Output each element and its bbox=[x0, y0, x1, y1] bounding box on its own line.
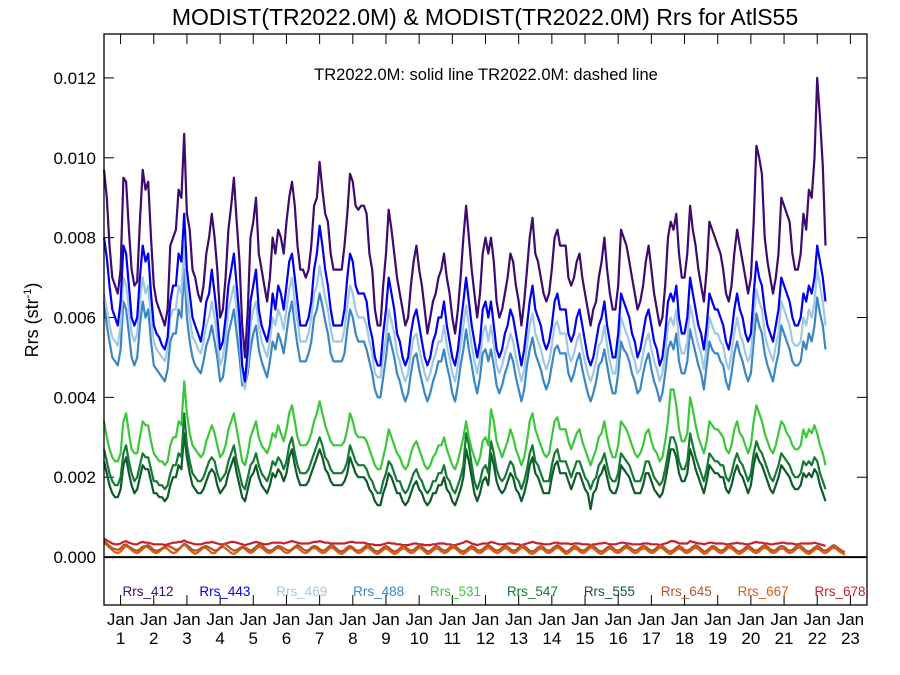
legend-item-rrs_678: Rrs_678 bbox=[814, 584, 865, 599]
y-axis-label: Rrs (str-1) bbox=[22, 283, 42, 358]
x-axis: Jan1Jan2Jan3Jan4Jan5Jan6Jan7Jan8Jan9Jan1… bbox=[107, 34, 864, 648]
x-tick-month: Jan bbox=[140, 610, 167, 629]
y-axis: 0.000 0.002 0.004 0.006 0.008 0.010 0.012 bbox=[53, 69, 867, 567]
series-line-rrs_645 bbox=[103, 540, 846, 554]
series-line-rrs_531 bbox=[102, 380, 827, 471]
x-tick-label: 12 bbox=[476, 629, 495, 648]
x-tick-month: Jan bbox=[339, 610, 366, 629]
y-tick-label: 0.006 bbox=[53, 309, 96, 328]
x-tick-month: Jan bbox=[604, 610, 631, 629]
y-tick-label: 0.012 bbox=[53, 69, 96, 88]
x-tick-label: 18 bbox=[675, 629, 694, 648]
y-tick-label: 0.004 bbox=[53, 388, 96, 407]
plot-frame bbox=[103, 33, 868, 606]
y-axis-label-text: Rrs (str bbox=[22, 298, 42, 357]
series-line-rrs_412 bbox=[102, 76, 827, 359]
legend-item-rrs_645: Rrs_645 bbox=[661, 584, 712, 599]
x-tick-label: 19 bbox=[708, 629, 727, 648]
series-line-rrs_443 bbox=[102, 212, 827, 383]
x-tick-label: 10 bbox=[410, 629, 429, 648]
x-tick-label: 13 bbox=[509, 629, 528, 648]
x-tick-month: Jan bbox=[405, 610, 432, 629]
legend-item-rrs_531: Rrs_531 bbox=[430, 584, 481, 599]
y-axis-label-superscript: -1 bbox=[22, 289, 34, 299]
legend-item-rrs_547: Rrs_547 bbox=[507, 584, 558, 599]
x-tick-label: 8 bbox=[348, 629, 357, 648]
x-tick-label: 22 bbox=[808, 629, 827, 648]
series-line-rrs_488 bbox=[102, 268, 827, 403]
x-tick-month: Jan bbox=[571, 610, 598, 629]
x-tick-label: 11 bbox=[443, 629, 461, 648]
legend-item-rrs_443: Rrs_443 bbox=[199, 584, 250, 599]
y-tick-label: 0.000 bbox=[53, 548, 96, 567]
x-tick-month: Jan bbox=[671, 610, 698, 629]
x-tick-month: Jan bbox=[472, 610, 499, 629]
x-tick-label: 17 bbox=[642, 629, 661, 648]
x-tick-month: Jan bbox=[273, 610, 300, 629]
x-tick-label: 15 bbox=[576, 629, 595, 648]
chart-title: MODIST(TR2022.0M) & MODIST(TR2022.0M) Rr… bbox=[172, 4, 798, 30]
x-tick-month: Jan bbox=[538, 610, 565, 629]
series-line-rrs_667 bbox=[103, 541, 846, 556]
legend-item-rrs_469: Rrs_469 bbox=[276, 584, 327, 599]
x-tick-label: 5 bbox=[249, 629, 258, 648]
x-tick-label: 4 bbox=[215, 629, 224, 648]
legend-item-rrs_667: Rrs_667 bbox=[738, 584, 789, 599]
x-tick-month: Jan bbox=[173, 610, 200, 629]
x-tick-label: 6 bbox=[282, 629, 291, 648]
chart-subtitle: TR2022.0M: solid line TR2022.0M: dashed … bbox=[314, 66, 658, 84]
x-tick-month: Jan bbox=[704, 610, 731, 629]
x-tick-label: 16 bbox=[609, 629, 628, 648]
legend-item-rrs_555: Rrs_555 bbox=[584, 584, 635, 599]
y-axis-label-close: ) bbox=[22, 283, 42, 289]
x-tick-month: Jan bbox=[638, 610, 665, 629]
x-tick-month: Jan bbox=[206, 610, 233, 629]
x-tick-month: Jan bbox=[804, 610, 831, 629]
x-tick-label: 3 bbox=[182, 629, 191, 648]
x-tick-label: 14 bbox=[542, 629, 561, 648]
legend-item-rrs_412: Rrs_412 bbox=[122, 584, 173, 599]
x-tick-month: Jan bbox=[372, 610, 399, 629]
series-line-rrs_555 bbox=[102, 432, 827, 511]
y-tick-label: 0.008 bbox=[53, 229, 96, 248]
x-tick-month: Jan bbox=[737, 610, 764, 629]
series-line-rrs_469 bbox=[102, 244, 827, 391]
y-tick-label: 0.010 bbox=[53, 149, 96, 168]
x-tick-month: Jan bbox=[439, 610, 466, 629]
x-tick-label: 1 bbox=[116, 629, 125, 648]
x-tick-label: 23 bbox=[841, 629, 860, 648]
x-tick-label: 20 bbox=[741, 629, 760, 648]
legend: Rrs_412 Rrs_443 Rrs_469 Rrs_488 Rrs_531 Rrs_5… bbox=[122, 584, 865, 599]
x-tick-month: Jan bbox=[505, 610, 532, 629]
x-tick-month: Jan bbox=[837, 610, 864, 629]
x-tick-label: 9 bbox=[381, 629, 390, 648]
y-tick-label: 0.002 bbox=[53, 468, 96, 487]
x-tick-month: Jan bbox=[107, 610, 134, 629]
x-tick-label: 2 bbox=[149, 629, 158, 648]
series-lines bbox=[102, 76, 846, 556]
x-tick-label: 7 bbox=[315, 629, 324, 648]
x-tick-month: Jan bbox=[306, 610, 333, 629]
series-line-rrs_547 bbox=[102, 412, 827, 495]
x-tick-month: Jan bbox=[240, 610, 267, 629]
x-tick-label: 21 bbox=[775, 629, 794, 648]
legend-item-rrs_488: Rrs_488 bbox=[353, 584, 404, 599]
x-tick-month: Jan bbox=[770, 610, 797, 629]
